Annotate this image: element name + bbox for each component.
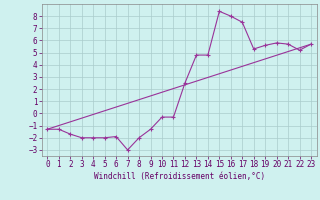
X-axis label: Windchill (Refroidissement éolien,°C): Windchill (Refroidissement éolien,°C): [94, 172, 265, 181]
